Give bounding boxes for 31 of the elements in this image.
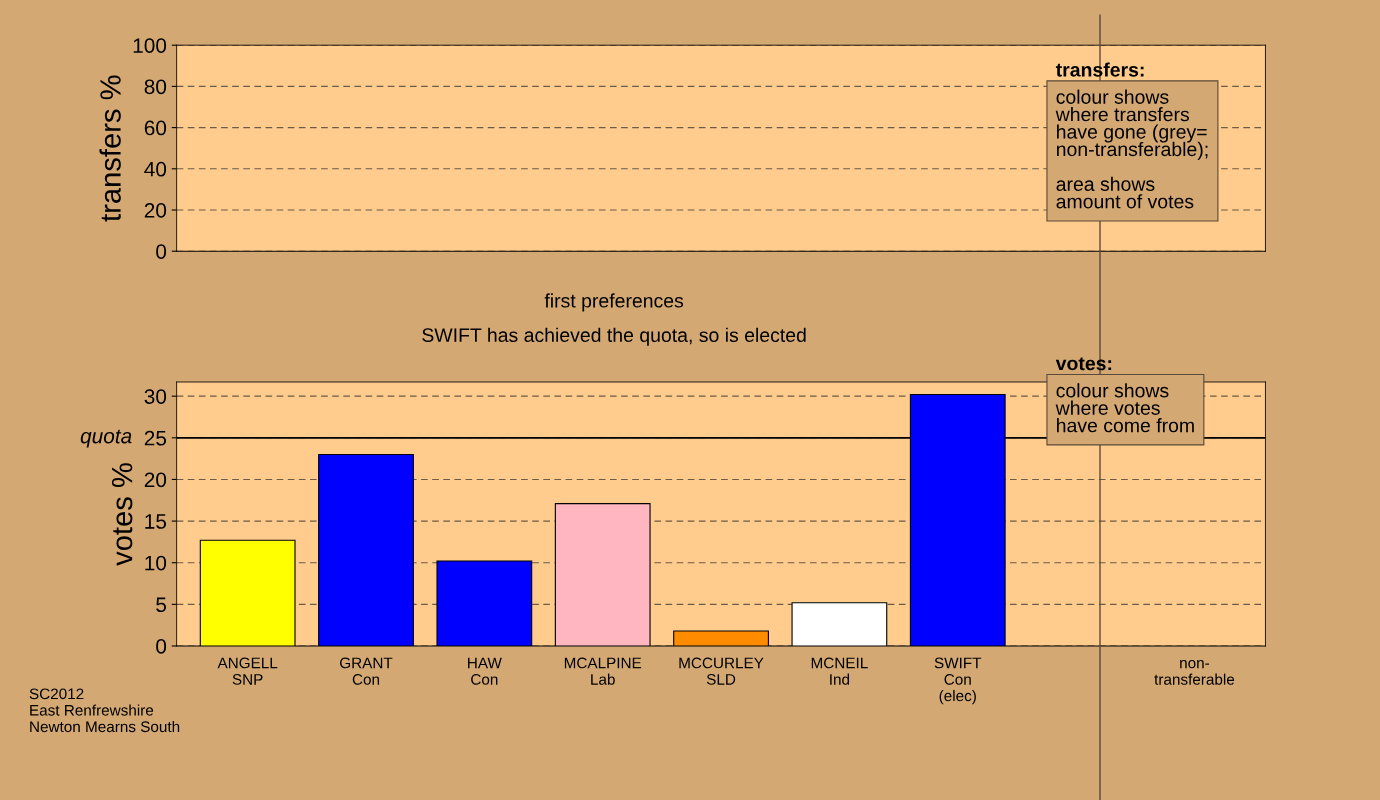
x-tick-label: MCNEIL Ind — [811, 657, 868, 685]
annotation: colour shows where transfers have gone (grey= non-transferable); area shows amount of votes — [1055, 89, 1208, 209]
y-axis-title: transfers % — [99, 75, 121, 222]
y-tick-label: 5 — [156, 597, 167, 613]
annotation: colour shows where votes have come from — [1055, 383, 1194, 433]
x-tick-label: MCCURLEY SLD — [679, 657, 764, 685]
x-tick-label: MCALPINE Lab — [564, 657, 642, 685]
x-tick-label: HAW Con — [468, 657, 502, 685]
y-axis-title: votes % — [111, 463, 133, 566]
y-tick-label: 15 — [145, 514, 167, 529]
y-tick-label: 60 — [144, 120, 167, 136]
x-tick-label: SWIFT Con (elec) — [934, 657, 982, 705]
y-tick-label: 25 — [144, 430, 167, 446]
y-tick-label: 80 — [144, 79, 167, 95]
ref-line-label: quota — [80, 429, 132, 448]
y-tick-label: 100 — [133, 38, 167, 53]
y-tick-label: 10 — [145, 555, 167, 571]
chart-subtitle: SWIFT has achieved the quota, so is elected — [422, 327, 806, 346]
annotation: transfers: — [1055, 62, 1144, 77]
y-tick-label: 40 — [144, 161, 167, 177]
x-tick-label: GRANT Con — [340, 657, 393, 685]
chart-title: first preferences — [544, 293, 684, 312]
x-tick-label: ANGELL SNP — [217, 657, 278, 685]
y-tick-label: 0 — [156, 639, 167, 654]
text: SC2012 East Renfrewshire Newton Mearns South — [29, 688, 180, 733]
y-tick-label: 20 — [144, 203, 167, 218]
x-tick-label: non- transferable — [1154, 659, 1235, 685]
y-tick-label: 0 — [156, 244, 167, 259]
y-tick-label: 20 — [144, 472, 167, 488]
text: votes: — [1055, 357, 1112, 371]
y-tick-label: 30 — [144, 389, 167, 404]
